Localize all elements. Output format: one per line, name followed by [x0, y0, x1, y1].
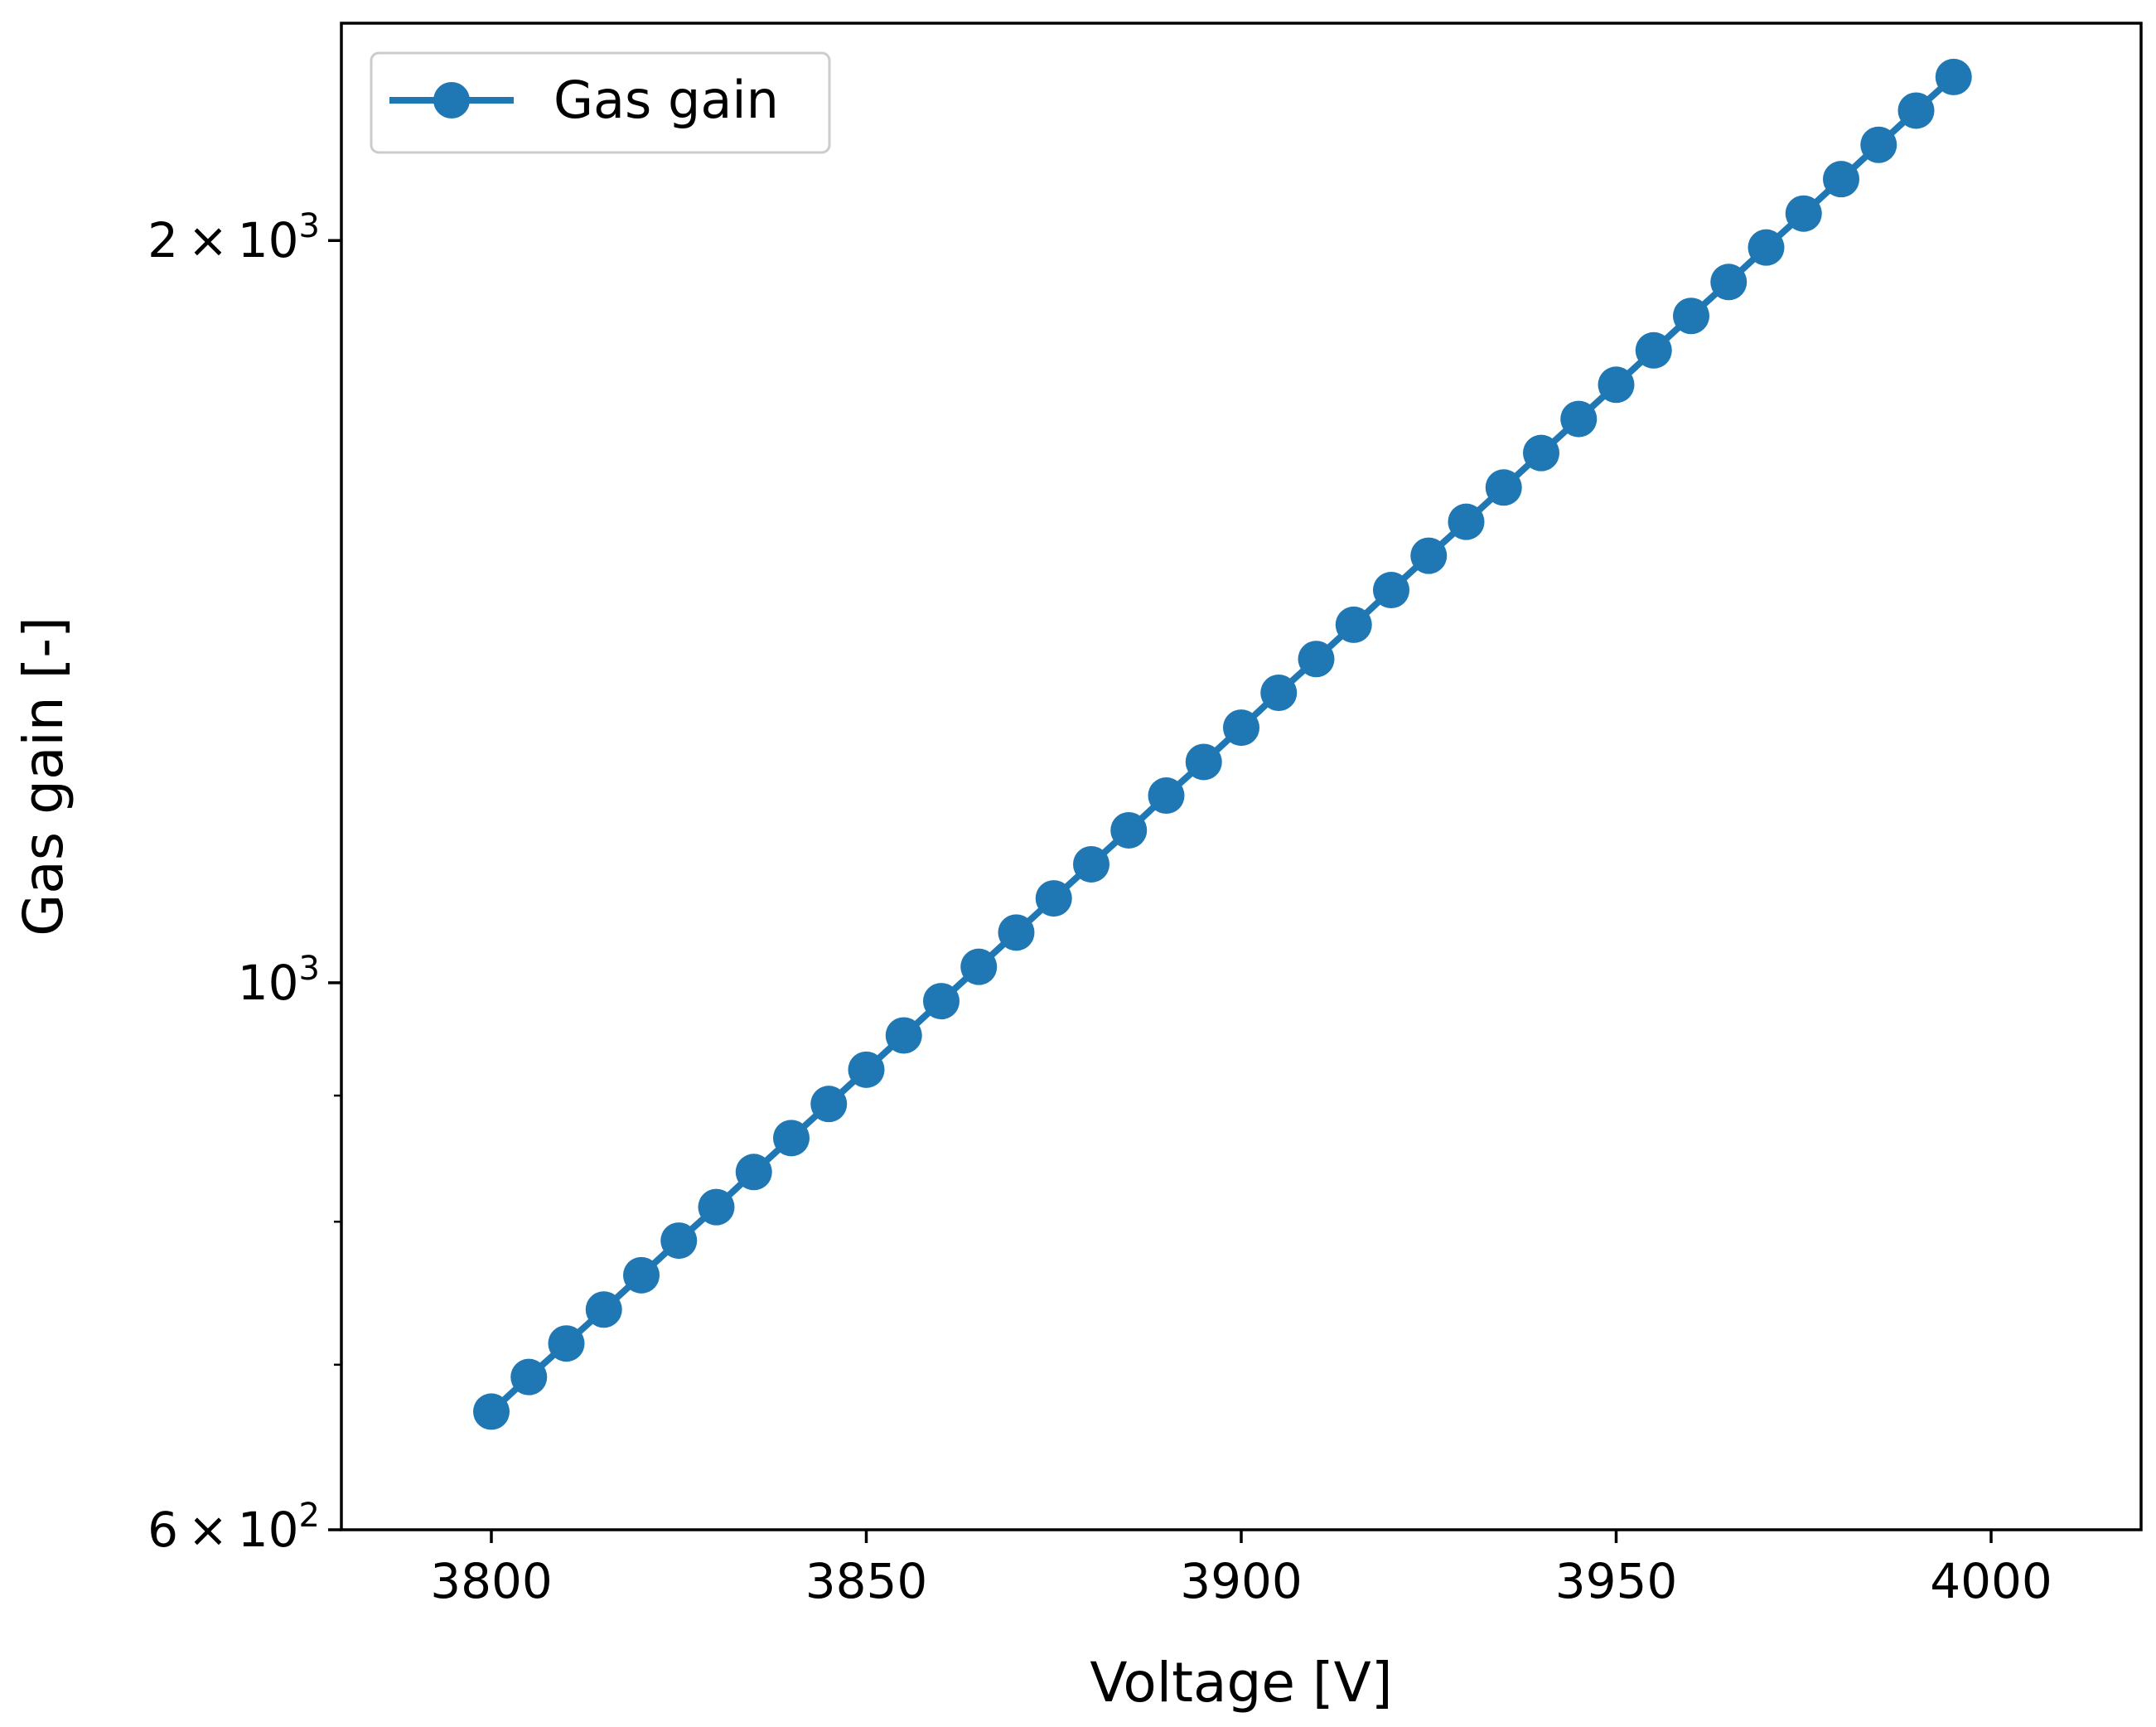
data-point — [473, 1393, 510, 1430]
legend-box — [370, 51, 831, 154]
data-point — [1560, 400, 1598, 438]
data-point — [923, 983, 960, 1020]
data-point — [1785, 195, 1822, 232]
x-axis-label: Voltage [V] — [1090, 1651, 1392, 1715]
plot-frame — [340, 22, 2143, 1531]
data-point — [1748, 229, 1785, 266]
data-point — [1935, 58, 1972, 95]
y-axis-label: Gas gain [-] — [12, 617, 75, 936]
x-tick-label: 3900 — [1180, 1553, 1303, 1609]
legend-marker-sample — [433, 82, 470, 119]
data-point — [810, 1086, 848, 1123]
data-point — [585, 1291, 622, 1328]
y-tick-label: 2 × 103 — [147, 207, 320, 268]
data-point — [1335, 606, 1372, 643]
data-point — [548, 1325, 585, 1362]
data-point — [1860, 126, 1897, 163]
x-tick-label: 3800 — [430, 1553, 553, 1609]
data-point — [1673, 298, 1709, 335]
data-point — [623, 1256, 660, 1294]
data-point — [1523, 434, 1559, 472]
data-point — [1598, 366, 1635, 404]
data-point — [998, 914, 1035, 951]
data-point — [1448, 503, 1485, 540]
data-point — [510, 1358, 548, 1396]
data-point — [960, 948, 998, 985]
data-point — [1073, 845, 1109, 883]
data-point — [735, 1154, 772, 1191]
y-tick-label: 6 × 102 — [147, 1497, 320, 1558]
legend[interactable]: Gas gain — [370, 51, 831, 154]
data-point — [1148, 777, 1185, 815]
x-tick-label: 3850 — [805, 1553, 928, 1609]
data-point — [660, 1222, 698, 1260]
data-point — [1823, 161, 1859, 198]
data-point — [1223, 709, 1259, 747]
data-point — [1635, 331, 1672, 369]
legend-label: Gas gain — [554, 70, 779, 130]
data-point — [773, 1120, 810, 1157]
x-tick-label: 3950 — [1555, 1553, 1678, 1609]
data-point — [885, 1017, 922, 1054]
data-point — [1185, 743, 1222, 781]
x-tick-label: 4000 — [1930, 1553, 2052, 1609]
data-point — [848, 1051, 885, 1088]
series-line — [489, 74, 1956, 1415]
data-point — [1897, 92, 1935, 129]
data-point — [1260, 675, 1298, 712]
data-point — [1710, 264, 1748, 301]
data-point — [1373, 572, 1409, 609]
data-point — [1110, 811, 1148, 849]
data-point — [1410, 537, 1448, 574]
data-point — [1485, 469, 1522, 506]
data-point — [1298, 641, 1335, 678]
series-layer — [473, 58, 1972, 1430]
data-point — [698, 1188, 735, 1226]
data-point — [1035, 880, 1072, 917]
